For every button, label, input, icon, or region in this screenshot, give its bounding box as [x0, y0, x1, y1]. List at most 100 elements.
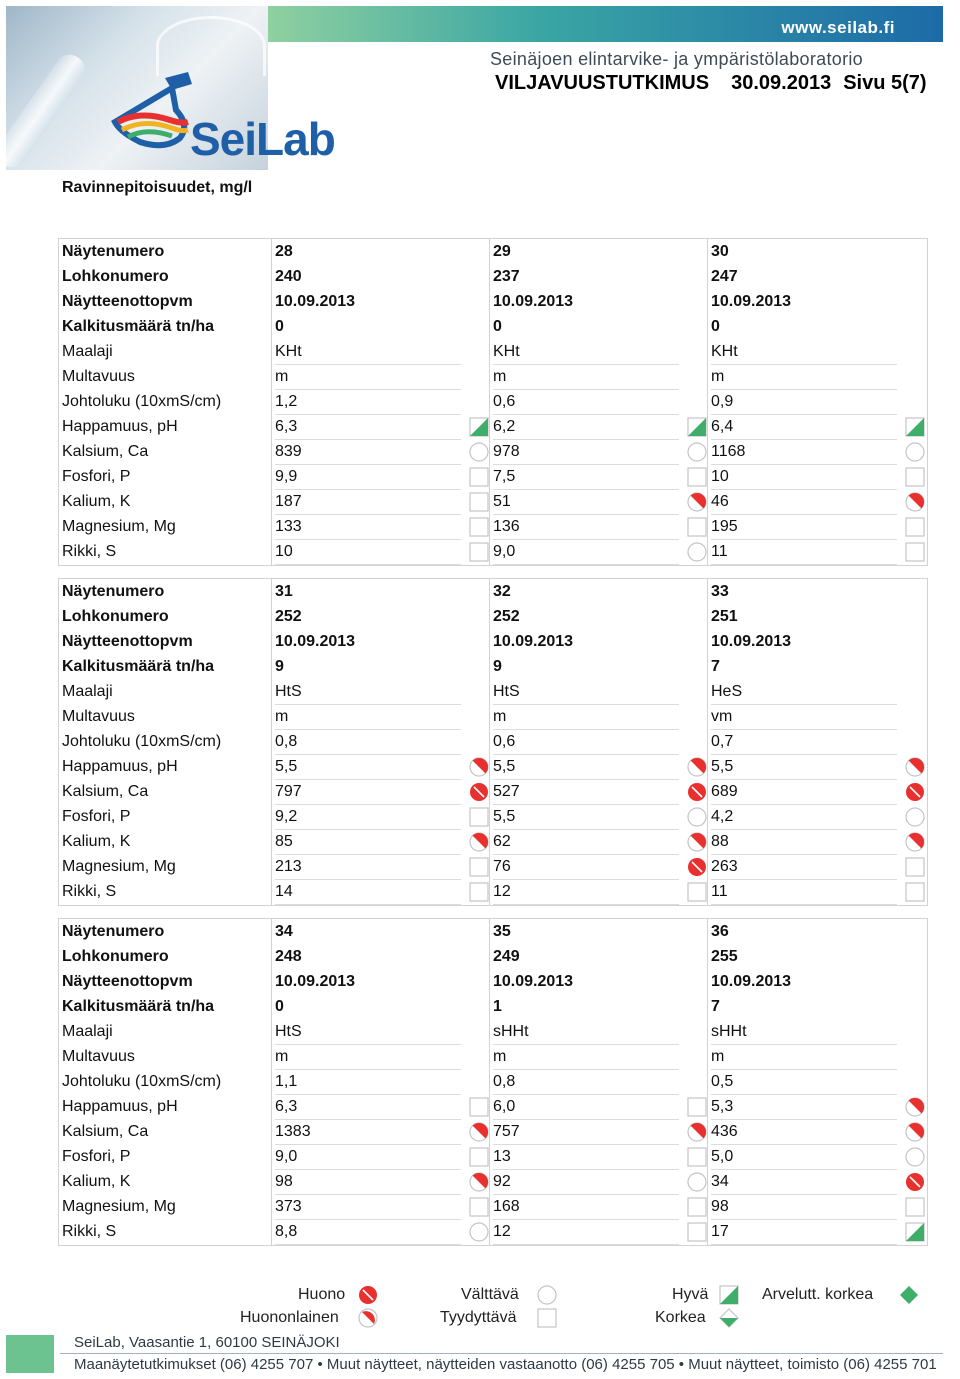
cell-underline: [275, 804, 461, 805]
cell-value: 36: [711, 923, 729, 940]
cell-value: 10.09.2013: [275, 633, 356, 650]
rating-valttava-icon: [469, 442, 489, 462]
website-url[interactable]: www.seilab.fi: [781, 18, 895, 37]
cell-value: 12: [493, 883, 511, 900]
rating-valttava-icon: [905, 807, 925, 827]
cell-value: 373: [275, 1198, 302, 1215]
column-divider: [489, 919, 490, 1245]
cell-value: 689: [711, 783, 738, 800]
cell-value: 168: [493, 1198, 520, 1215]
cell-value: 9: [275, 658, 284, 675]
table-row: Näytenumero 28 29 30: [59, 240, 929, 265]
cell-underline: [711, 1169, 897, 1170]
title-date: 30.09.2013: [731, 72, 832, 94]
cell-underline: [711, 1219, 897, 1220]
cell-value: 33: [711, 583, 729, 600]
cell-value: 88: [711, 833, 729, 850]
legend-huono-icon: [359, 1286, 377, 1304]
cell-underline: [493, 1069, 679, 1070]
cell-value: 98: [711, 1198, 729, 1215]
cell-value: 133: [275, 518, 302, 535]
logo-wordmark: SeiLab: [190, 113, 336, 165]
rating-tyydyttava-icon: [469, 857, 489, 877]
cell-value: 10.09.2013: [711, 973, 792, 990]
cell-value: m: [493, 368, 507, 385]
cell-underline: [493, 1119, 679, 1120]
cell-underline: [493, 539, 679, 540]
cell-value: 12: [493, 1223, 511, 1240]
row-label: Magnesium, Mg: [62, 1198, 176, 1215]
sample-table-2: Näytenumero 31 32 33 Lohkonumero 252 252 251 Näy…: [58, 578, 928, 906]
cell-underline: [493, 389, 679, 390]
cell-value: m: [493, 1048, 507, 1065]
cell-value: 10.09.2013: [493, 633, 574, 650]
row-label: Rikki, S: [62, 1223, 117, 1240]
cell-value: 5,5: [493, 808, 516, 825]
cell-underline: [275, 779, 461, 780]
title-text: VILJAVUUSTUTKIMUS: [495, 72, 710, 94]
cell-underline: [275, 389, 461, 390]
cell-underline: [493, 779, 679, 780]
row-label: Kalsium, Ca: [62, 443, 149, 460]
row-label: Kalkitusmäärä tn/ha: [62, 998, 215, 1015]
row-label: Johtoluku (10xmS/cm): [62, 393, 222, 410]
legend-arvelutt-icon: [900, 1286, 918, 1304]
table-row: Multavuus m m m: [59, 365, 929, 390]
table-row: Kalium, K 85 62 88: [59, 830, 929, 855]
seilab-logo-icon: [111, 72, 192, 149]
cell-value: 213: [275, 858, 302, 875]
cell-value: 6,3: [275, 418, 298, 435]
cell-value: 13: [493, 1148, 511, 1165]
table-row: Lohkonumero 240 237 247: [59, 265, 929, 290]
cell-value: 92: [493, 1173, 511, 1190]
cell-value: 797: [275, 783, 302, 800]
cell-value: 0,6: [493, 733, 516, 750]
cell-value: 1383: [275, 1123, 311, 1140]
cell-value: 46: [711, 493, 729, 510]
cell-value: 10: [275, 543, 293, 560]
cell-value: m: [711, 1048, 725, 1065]
cell-value: 34: [275, 923, 293, 940]
table-row: Kalium, K 187 51 46: [59, 490, 929, 515]
cell-underline: [711, 729, 897, 730]
legend-tyydyttava-icon: [537, 1308, 557, 1328]
cell-underline: [275, 1244, 461, 1245]
cell-value: 9,0: [275, 1148, 298, 1165]
table-row: Lohkonumero 248 249 255: [59, 945, 929, 970]
cell-value: 0: [275, 318, 284, 335]
rating-tyydyttava-icon: [687, 1197, 707, 1217]
rating-tyydyttava-icon: [469, 882, 489, 902]
cell-value: 10.09.2013: [711, 633, 792, 650]
legend-hyva-icon: [719, 1285, 739, 1305]
rating-tyydyttava-icon: [469, 492, 489, 512]
row-label: Kalium, K: [62, 1173, 131, 1190]
cell-underline: [275, 364, 461, 365]
rating-huononlainen-icon: [469, 1122, 489, 1142]
cell-value: 10.09.2013: [493, 973, 574, 990]
cell-underline: [711, 1194, 897, 1195]
cell-value: vm: [711, 708, 733, 725]
table-row: Lohkonumero 252 252 251: [59, 605, 929, 630]
cell-underline: [493, 489, 679, 490]
cell-value: HtS: [275, 1023, 302, 1040]
cell-value: 252: [493, 608, 520, 625]
row-label: Rikki, S: [62, 543, 117, 560]
rating-huono-icon: [906, 783, 924, 801]
cell-underline: [493, 904, 679, 905]
row-label: Lohkonumero: [62, 948, 169, 965]
table-row: Rikki, S 8,8 12 17: [59, 1220, 929, 1245]
column-divider: [707, 579, 708, 905]
cell-value: 35: [493, 923, 511, 940]
row-label: Kalsium, Ca: [62, 783, 149, 800]
cell-underline: [275, 1219, 461, 1220]
table-row: Johtoluku (10xmS/cm) 0,8 0,6 0,7: [59, 730, 929, 755]
rating-valttava-icon: [687, 442, 707, 462]
row-label: Näytteenottopvm: [62, 293, 193, 310]
table-row: Johtoluku (10xmS/cm) 1,2 0,6 0,9: [59, 390, 929, 415]
cell-underline: [711, 804, 897, 805]
table-row: Fosfori, P 9,2 5,5 4,2: [59, 805, 929, 830]
cell-underline: [275, 1144, 461, 1145]
cell-value: 240: [275, 268, 302, 285]
rating-tyydyttava-icon: [905, 857, 925, 877]
cell-value: 10: [711, 468, 729, 485]
